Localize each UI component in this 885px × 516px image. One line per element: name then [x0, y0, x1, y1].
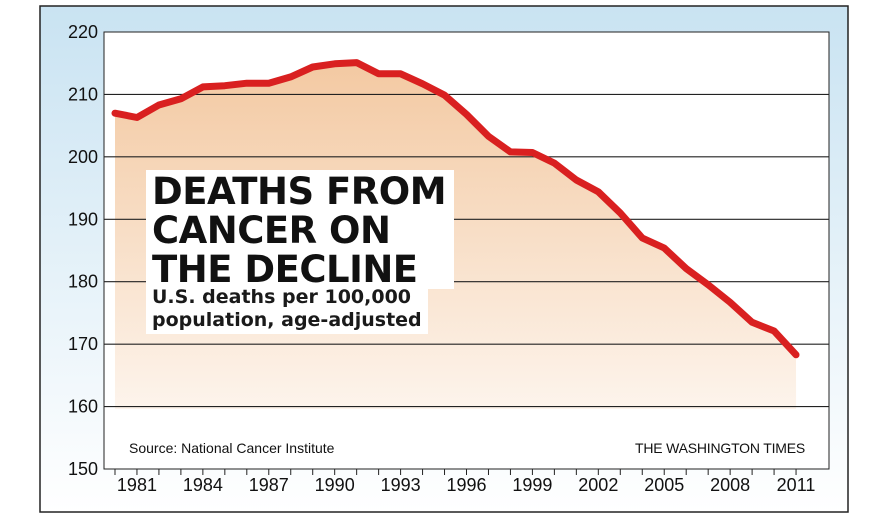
x-tick-label: 2011: [777, 475, 816, 495]
data-point-1981: [136, 117, 138, 118]
data-point-2004: [641, 237, 643, 239]
data-point-2008: [729, 301, 731, 303]
y-tick-label: 210: [68, 84, 98, 104]
y-tick-label: 200: [68, 147, 98, 167]
data-point-2005: [663, 247, 665, 249]
x-tick-label: 1981: [117, 475, 157, 495]
data-point-1999: [531, 152, 533, 153]
chart-subtitle: U.S. deaths per 100,000 population, age-…: [146, 285, 428, 334]
data-point-1985: [224, 85, 226, 87]
data-point-2003: [619, 212, 621, 214]
data-point-1987: [268, 82, 270, 84]
data-point-1983: [180, 98, 182, 100]
x-tick-label: 1990: [315, 475, 355, 495]
data-point-2001: [575, 179, 577, 181]
x-tick-label: 1984: [183, 475, 223, 495]
chart-title-line-3: THE DECLINE: [152, 248, 418, 291]
series-line: [111, 59, 800, 359]
y-tick-label: 150: [68, 459, 98, 479]
chart-title-line-1: DEATHS FROM: [152, 170, 447, 213]
data-point-2009: [751, 321, 753, 323]
x-tick-label: 1987: [249, 475, 289, 495]
data-point-1984: [202, 86, 204, 88]
data-point-1992: [378, 73, 380, 75]
chart-title-line-2: CANCER ON: [152, 209, 391, 252]
y-tick-label: 170: [68, 334, 98, 354]
data-point-2010: [773, 330, 775, 332]
data-point-2006: [685, 268, 687, 270]
data-point-2002: [597, 191, 599, 193]
data-point-1996: [466, 113, 467, 115]
x-tick-label: 2002: [578, 475, 618, 495]
x-tick-label: 2008: [710, 475, 750, 495]
y-tick-label: 220: [68, 22, 98, 42]
publisher-credit: THE WASHINGTON TIMES: [635, 440, 805, 456]
data-point-2011: [795, 354, 797, 356]
chart-title: DEATHS FROM CANCER ON THE DECLINE: [146, 170, 455, 291]
data-point-1980: [114, 112, 116, 114]
data-point-2000: [553, 162, 555, 164]
data-point-1995: [444, 94, 445, 96]
chart-subtitle-line-2: population, age-adjusted: [152, 309, 422, 331]
data-point-1993: [400, 73, 402, 75]
data-point-1994: [422, 83, 424, 85]
data-point-1991: [356, 62, 358, 64]
x-tick-label: 1996: [446, 475, 486, 495]
x-tick-label: 2005: [644, 475, 684, 495]
data-point-2007: [707, 284, 709, 286]
y-tick-label: 160: [68, 397, 98, 417]
data-point-1982: [158, 104, 160, 106]
data-point-1986: [246, 82, 248, 84]
data-point-1998: [509, 151, 511, 153]
data-point-1988: [290, 76, 292, 78]
source-note: Source: National Cancer Institute: [129, 440, 335, 456]
y-tick-label: 180: [68, 272, 98, 292]
data-point-1989: [312, 66, 314, 68]
y-tick-label: 190: [68, 209, 98, 229]
x-tick-label: 1993: [381, 475, 421, 495]
data-point-1997: [488, 135, 489, 137]
data-point-1990: [334, 63, 336, 65]
x-tick-label: 1999: [512, 475, 552, 495]
chart-subtitle-line-1: U.S. deaths per 100,000: [152, 286, 412, 308]
